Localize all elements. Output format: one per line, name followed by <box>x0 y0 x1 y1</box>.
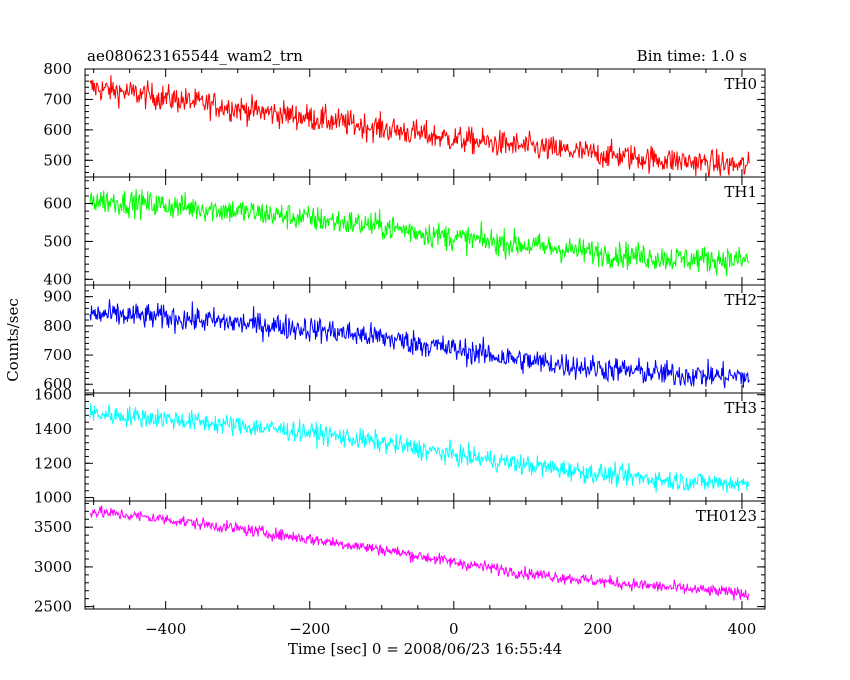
panel-label-th0123: TH0123 <box>696 507 757 525</box>
y-tick-label: 1200 <box>34 454 72 472</box>
panel-frame <box>84 500 766 610</box>
series-line-th1 <box>89 189 750 277</box>
x-axis-ticks: −400 −200 0 200 400 <box>145 620 756 638</box>
panel-th2: 600 700 800 900 TH2 <box>43 284 766 394</box>
panel-label-th0: TH0 <box>724 75 757 93</box>
y-tick-label: 800 <box>43 317 72 335</box>
panel-th1: 400 500 600 TH1 <box>43 176 766 288</box>
series-line-th0 <box>89 75 750 177</box>
y-tick-label: 1400 <box>34 420 72 438</box>
panel-th3: 1000 1200 1400 1600 TH3 <box>34 386 766 507</box>
y-tick-label: 600 <box>43 195 72 213</box>
y-tick-label: 3500 <box>34 518 72 536</box>
series-line-th2 <box>89 299 750 389</box>
y-tick-label: 2500 <box>34 598 72 616</box>
series-line-th3 <box>89 403 750 493</box>
y-tick-label: 400 <box>43 270 72 288</box>
bin-time-label: Bin time: 1.0 s <box>637 47 747 65</box>
panel-frame <box>84 176 766 286</box>
x-tick-label: 0 <box>449 620 459 638</box>
chart-title: ae080623165544_wam2_trn <box>87 47 303 65</box>
y-tick-label: 3000 <box>34 558 72 576</box>
panel-label-th1: TH1 <box>724 183 757 201</box>
panel-th0123: 2500 3000 3500 TH0123 <box>34 500 766 616</box>
panel-label-th3: TH3 <box>724 399 757 417</box>
y-tick-label: 500 <box>43 232 72 250</box>
y-tick-label: 700 <box>43 346 72 364</box>
panel-label-th2: TH2 <box>724 291 757 309</box>
y-tick-label: 600 <box>43 121 72 139</box>
x-tick-label: −200 <box>289 620 330 638</box>
y-tick-label: 600 <box>43 375 72 393</box>
y-tick-label: 1600 <box>34 386 72 404</box>
panel-th0: 500 600 700 800 TH0 <box>43 60 766 178</box>
y-axis-label: Counts/sec <box>4 298 22 382</box>
y-tick-label: 500 <box>43 151 72 169</box>
x-tick-label: −400 <box>145 620 186 638</box>
panels-group: 500 600 700 800 TH0 400 500 600 TH1 600 700 800 900 T… <box>34 60 766 616</box>
series-line-th0123 <box>89 505 750 601</box>
panel-frame <box>84 392 766 502</box>
y-tick-label: 900 <box>43 288 72 306</box>
x-axis-label: Time [sec] 0 = 2008/06/23 16:55:44 <box>288 640 562 658</box>
x-tick-label: 400 <box>728 620 757 638</box>
y-tick-label: 700 <box>43 90 72 108</box>
panel-frame <box>84 284 766 394</box>
y-tick-label: 1000 <box>34 489 72 507</box>
x-tick-label: 200 <box>584 620 613 638</box>
y-tick-label: 800 <box>43 60 72 78</box>
panel-frame <box>84 68 766 178</box>
